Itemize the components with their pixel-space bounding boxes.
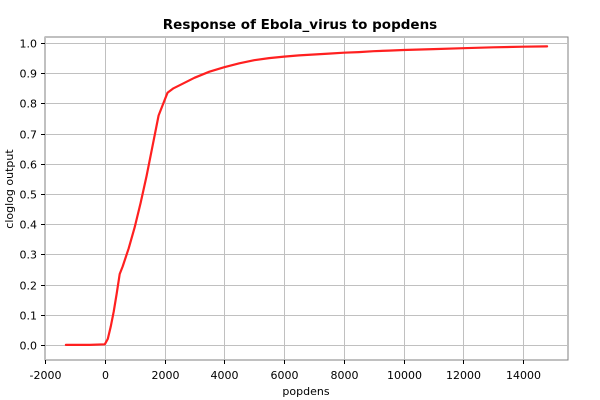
vertical-gridlines [45,37,524,360]
x-tick-label: 2000 [152,369,180,382]
plot-area [44,36,569,361]
chart-title: Response of Ebola_virus to popdens [163,17,437,33]
x-tick-label: -2000 [30,369,62,382]
x-tick-label: 0 [102,369,109,382]
x-tick-label: 8000 [331,369,359,382]
y-tick-label: 0.8 [20,98,38,111]
y-tick-label: 0.1 [20,310,38,323]
y-axis-ticks: 0.0 0.1 0.2 0.3 0.4 0.5 0.6 0.7 0.8 0.9 1.0 [20,38,45,353]
x-tick-label: 14000 [506,369,541,382]
y-tick-label: 0.4 [20,219,38,232]
y-tick-label: 0.9 [20,68,38,81]
y-tick-label: 0.3 [20,249,38,262]
y-tick-label: 0.2 [20,280,38,293]
y-tick-label: 0.0 [20,340,38,353]
x-axis-ticks: -2000 0 2000 4000 6000 8000 10000 12000 14000 [30,360,541,382]
y-tick-label: 0.6 [20,159,38,172]
y-tick-label: 0.7 [20,129,38,142]
y-tick-label: 1.0 [20,38,38,51]
horizontal-gridlines [45,43,568,346]
x-tick-label: 12000 [446,369,481,382]
y-tick-label: 0.5 [20,189,38,202]
x-tick-label: 6000 [271,369,299,382]
x-axis-label: popdens [282,385,329,398]
x-tick-label: 4000 [211,369,239,382]
series-group [64,45,549,346]
x-tick-label: 10000 [387,369,422,382]
y-axis-label: cloglog output [3,149,16,229]
response-curve [64,45,549,346]
